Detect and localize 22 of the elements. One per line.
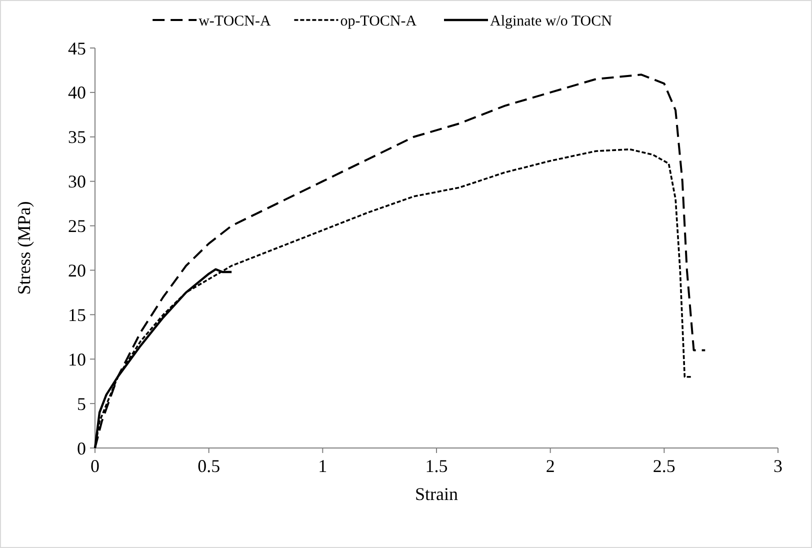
legend-label: op-TOCN-A [340, 13, 417, 30]
legend-label: w-TOCN-A [198, 13, 271, 30]
x-axis-title: Strain [415, 484, 458, 504]
y-tick-label: 30 [68, 172, 86, 192]
legend-label: Alginate w/o TOCN [490, 13, 612, 30]
x-tick-label: 1 [318, 456, 328, 476]
y-tick-label: 25 [68, 216, 86, 236]
x-tick-label: 1.5 [425, 456, 448, 476]
y-tick-label: 15 [68, 304, 86, 325]
y-tick-label: 20 [68, 260, 86, 281]
x-tick-label: 3 [774, 456, 782, 476]
x-tick-label: 0 [90, 456, 100, 476]
x-tick-label: 2 [546, 456, 555, 476]
y-tick-label: 10 [68, 349, 86, 370]
x-tick-label: 0.5 [198, 456, 220, 476]
y-tick-label: 5 [77, 394, 86, 414]
y-axis-title: Stress (MPa) [14, 201, 34, 295]
y-tick-label: 0 [77, 438, 86, 458]
x-tick-label: 2.5 [652, 456, 676, 476]
y-tick-label: 40 [68, 82, 86, 103]
y-tick-label: 45 [68, 38, 86, 58]
y-tick-label: 35 [68, 127, 86, 148]
